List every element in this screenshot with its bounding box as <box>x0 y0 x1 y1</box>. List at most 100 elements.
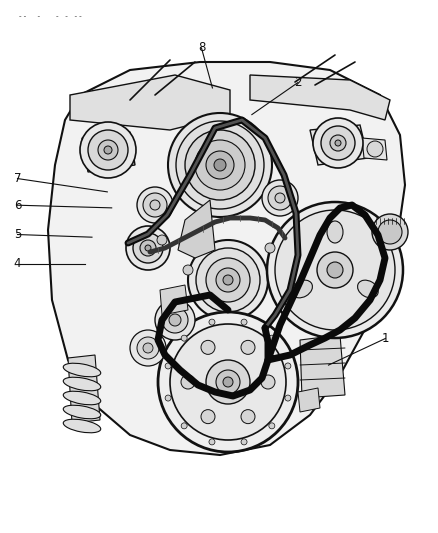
Circle shape <box>262 180 298 216</box>
Circle shape <box>196 248 260 312</box>
Circle shape <box>98 140 118 160</box>
Circle shape <box>181 375 195 389</box>
Circle shape <box>80 122 136 178</box>
Ellipse shape <box>63 391 101 405</box>
Circle shape <box>140 240 156 256</box>
Ellipse shape <box>235 135 250 150</box>
Circle shape <box>150 200 160 210</box>
Circle shape <box>265 243 275 253</box>
Circle shape <box>206 151 234 179</box>
Circle shape <box>285 363 291 369</box>
Text: 2: 2 <box>294 76 302 89</box>
Circle shape <box>241 439 247 445</box>
Text: 4: 4 <box>14 257 21 270</box>
Circle shape <box>104 146 112 154</box>
Circle shape <box>214 159 226 171</box>
Polygon shape <box>362 138 387 160</box>
Polygon shape <box>160 285 188 315</box>
Text: 1: 1 <box>381 332 389 345</box>
Circle shape <box>162 307 188 333</box>
Ellipse shape <box>183 156 193 174</box>
Ellipse shape <box>357 280 378 298</box>
Circle shape <box>201 341 215 354</box>
Ellipse shape <box>247 156 257 174</box>
Polygon shape <box>82 132 135 172</box>
Circle shape <box>169 314 181 326</box>
Circle shape <box>321 126 355 160</box>
Circle shape <box>209 439 215 445</box>
Circle shape <box>209 319 215 325</box>
Ellipse shape <box>292 280 312 298</box>
Circle shape <box>275 193 285 203</box>
Ellipse shape <box>63 363 101 377</box>
Polygon shape <box>300 335 345 398</box>
Polygon shape <box>310 125 368 165</box>
Polygon shape <box>178 200 215 258</box>
Circle shape <box>223 275 233 285</box>
Circle shape <box>269 423 275 429</box>
Ellipse shape <box>63 377 101 391</box>
Circle shape <box>317 252 353 288</box>
Circle shape <box>195 140 245 190</box>
Circle shape <box>170 324 286 440</box>
Text: 5: 5 <box>14 228 21 241</box>
Text: 8: 8 <box>198 42 205 54</box>
Circle shape <box>285 395 291 401</box>
Circle shape <box>367 141 383 157</box>
Circle shape <box>267 202 403 338</box>
Ellipse shape <box>327 221 343 243</box>
Circle shape <box>206 360 250 404</box>
Circle shape <box>268 186 292 210</box>
Text: 7: 7 <box>14 172 21 185</box>
Ellipse shape <box>190 135 205 150</box>
Circle shape <box>372 214 408 250</box>
Polygon shape <box>68 355 100 423</box>
Circle shape <box>181 335 187 341</box>
Circle shape <box>143 193 167 217</box>
Circle shape <box>137 187 173 223</box>
Circle shape <box>241 410 255 424</box>
Polygon shape <box>298 388 320 412</box>
Circle shape <box>327 262 343 278</box>
Circle shape <box>168 113 272 217</box>
Circle shape <box>241 341 255 354</box>
Polygon shape <box>250 75 390 120</box>
Circle shape <box>133 233 163 263</box>
Ellipse shape <box>190 180 205 195</box>
Circle shape <box>378 220 402 244</box>
Text: 6: 6 <box>14 199 21 212</box>
Circle shape <box>206 258 250 302</box>
Circle shape <box>155 300 195 340</box>
Circle shape <box>275 210 395 330</box>
Circle shape <box>201 410 215 424</box>
Circle shape <box>261 375 275 389</box>
Circle shape <box>126 226 170 270</box>
Circle shape <box>181 423 187 429</box>
Circle shape <box>185 130 255 200</box>
Circle shape <box>145 245 151 251</box>
Circle shape <box>88 130 128 170</box>
Circle shape <box>223 377 233 387</box>
Circle shape <box>216 268 240 292</box>
Circle shape <box>165 395 171 401</box>
Circle shape <box>269 335 275 341</box>
Circle shape <box>130 330 166 366</box>
Ellipse shape <box>63 405 101 419</box>
Text: --  -   - - --: -- - - - -- <box>18 12 83 21</box>
Circle shape <box>330 135 346 151</box>
Circle shape <box>137 337 159 359</box>
Circle shape <box>216 370 240 394</box>
Circle shape <box>188 240 268 320</box>
Ellipse shape <box>211 192 229 202</box>
Ellipse shape <box>235 180 250 195</box>
Circle shape <box>157 235 167 245</box>
Circle shape <box>313 118 363 168</box>
Ellipse shape <box>63 419 101 433</box>
Circle shape <box>143 343 153 353</box>
Ellipse shape <box>211 128 229 138</box>
Circle shape <box>335 140 341 146</box>
Circle shape <box>165 363 171 369</box>
Circle shape <box>241 319 247 325</box>
Polygon shape <box>48 62 405 455</box>
Circle shape <box>176 121 264 209</box>
